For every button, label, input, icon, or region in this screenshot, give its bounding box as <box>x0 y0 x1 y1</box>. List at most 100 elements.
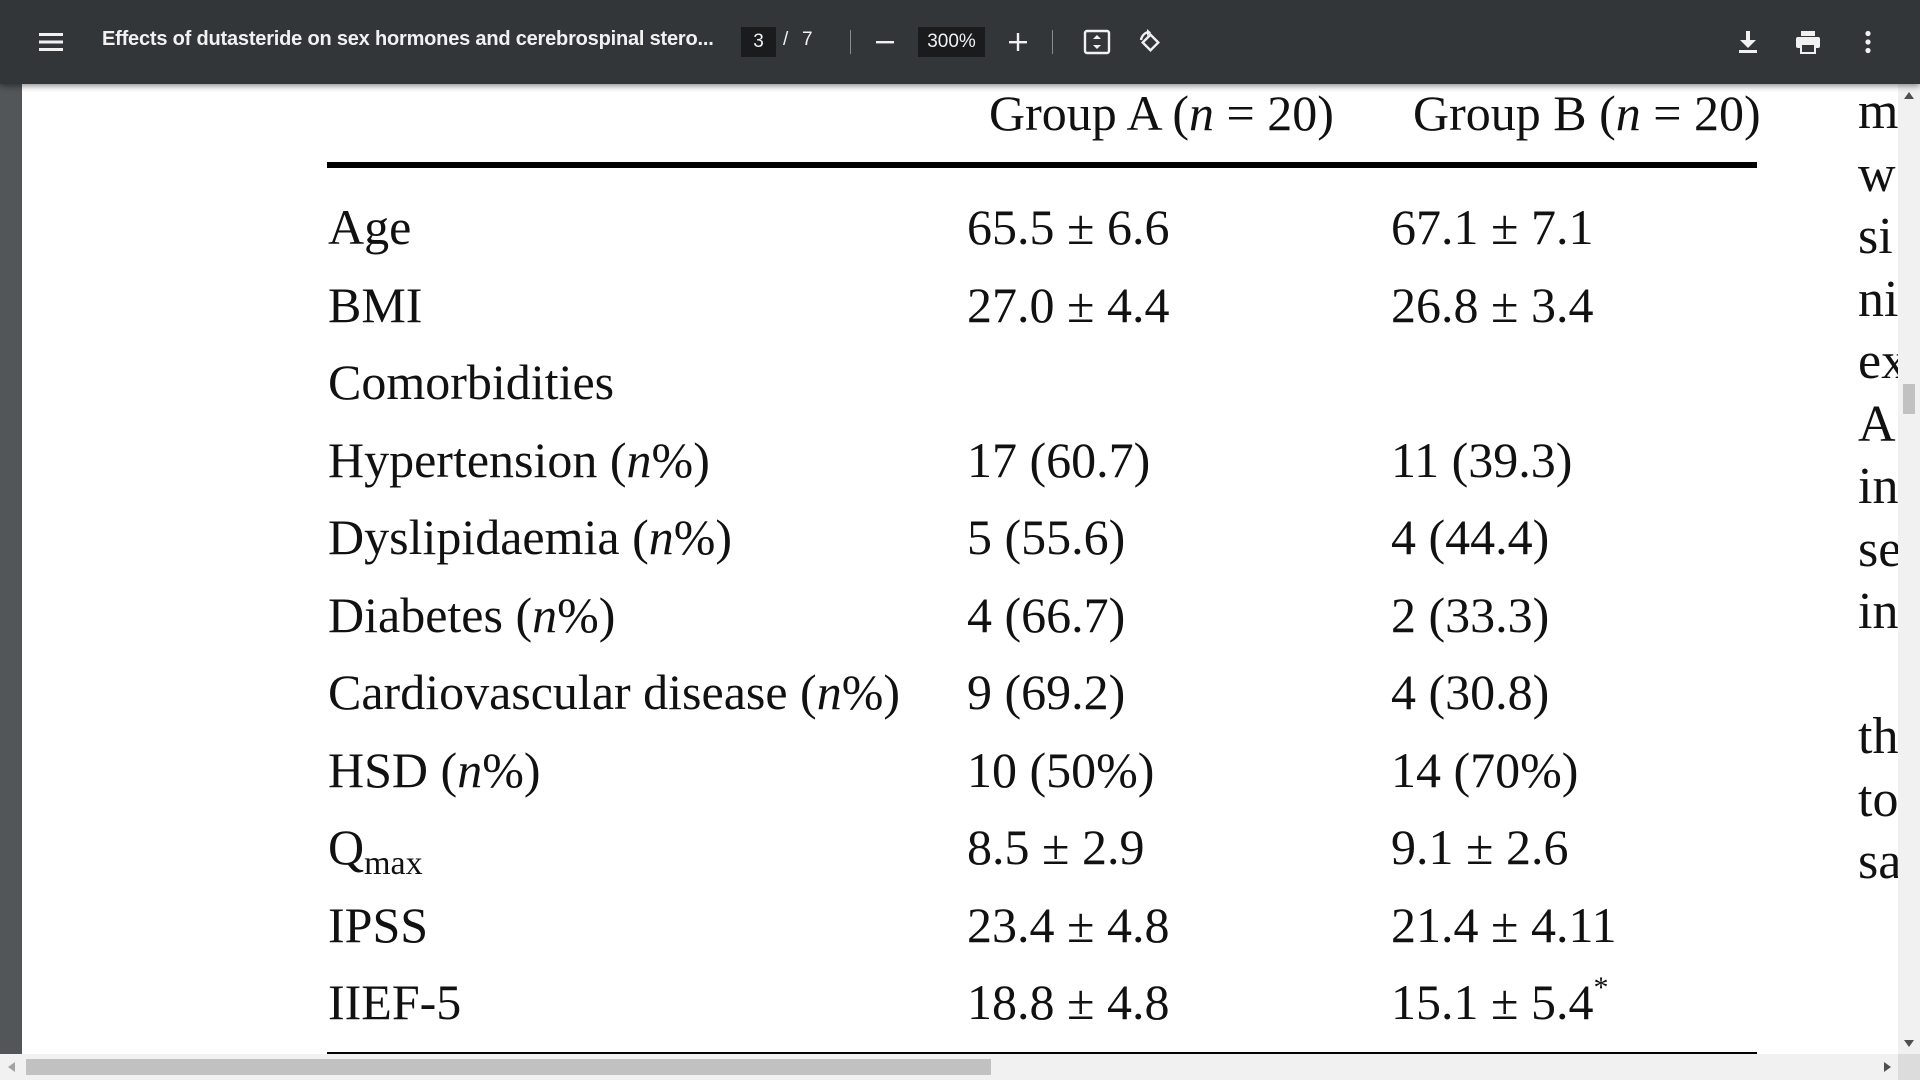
cell-group-a: 10 (50%) <box>967 742 1155 798</box>
adjacent-text-fragment: se <box>1858 521 1898 578</box>
table-top-rule <box>327 162 1757 168</box>
plus-icon <box>1008 32 1028 52</box>
adjacent-text-fragment: A <box>1858 396 1896 453</box>
row-label-unit: (n%) <box>440 742 541 798</box>
cell-group-b: 4 (44.4) <box>1391 509 1549 565</box>
row-label: IPSS <box>328 897 428 953</box>
cell-group-a: 9 (69.2) <box>967 664 1126 720</box>
row-label: Hypertension (n%) <box>328 432 710 488</box>
cell-group-b-value: 9.1 ± 2.6 <box>1391 819 1569 875</box>
cell-group-b: 9.1 ± 2.6 <box>1391 819 1568 875</box>
scrollbar-corner <box>1898 1054 1920 1080</box>
scroll-left-arrow-icon[interactable] <box>0 1054 22 1080</box>
zoom-in-button[interactable] <box>994 18 1042 66</box>
more-options-button[interactable] <box>1844 18 1892 66</box>
cell-group-a: 65.5 ± 6.6 <box>967 199 1170 255</box>
row-label-text: Comorbidities <box>328 354 615 410</box>
cell-group-b: 15.1 ± 5.4* <box>1391 971 1608 1038</box>
row-label-text: IPSS <box>328 897 429 953</box>
row-label-unit: (n%) <box>632 509 733 565</box>
toolbar-divider <box>1052 30 1053 54</box>
adjacent-text-fragment: si <box>1858 208 1893 265</box>
cell-group-b-value: 11 (39.3) <box>1391 432 1573 488</box>
menu-icon <box>39 32 63 52</box>
cell-group-b: 21.4 ± 4.11 <box>1391 897 1617 953</box>
adjacent-text-fragment: sa <box>1858 833 1898 890</box>
row-label-text: HSD <box>328 742 429 798</box>
scroll-right-arrow-icon[interactable] <box>1876 1054 1898 1080</box>
horizontal-scrollbar[interactable] <box>0 1054 1898 1080</box>
row-label: Cardiovascular disease (n%) <box>328 664 900 720</box>
group-a-name: Group A <box>989 85 1160 141</box>
row-label-text: IIEF-5 <box>328 974 462 1030</box>
row-label-text: Hypertension <box>328 432 598 488</box>
group-b-n: (n = 20) <box>1599 85 1761 141</box>
document-title: Effects of dutasteride on sex hormones a… <box>102 28 714 50</box>
row-label: Age <box>328 199 411 255</box>
cell-group-b-value: 67.1 ± 7.1 <box>1391 199 1594 255</box>
cell-group-b: 4 (30.8) <box>1391 664 1549 720</box>
row-label-text: Dyslipidaemia <box>328 509 620 565</box>
adjacent-text-fragment: in <box>1858 458 1898 515</box>
cell-group-a: 4 (66.7) <box>967 587 1126 643</box>
row-label-unit: (n%) <box>609 432 710 488</box>
scroll-up-arrow-icon[interactable] <box>1898 84 1920 106</box>
row-label-text: Age <box>328 199 412 255</box>
print-icon <box>1795 30 1821 54</box>
row-label: Comorbidities <box>328 354 614 410</box>
table-bottom-rule <box>327 1052 1757 1054</box>
row-label: BMI <box>328 277 422 333</box>
pdf-viewer[interactable]: Group A (n = 20) Group B (n = 20) Age 65.… <box>0 84 1898 1054</box>
toolbar-divider <box>850 30 851 54</box>
adjacent-text-fragment: to <box>1858 771 1898 828</box>
cell-group-b-value: 4 (44.4) <box>1391 509 1550 565</box>
group-a-n: (n = 20) <box>1172 85 1334 141</box>
adjacent-text-fragment: ni <box>1858 271 1898 328</box>
download-button[interactable] <box>1724 18 1772 66</box>
row-label-unit: (n%) <box>800 664 901 720</box>
cell-group-b-value: 14 (70%) <box>1391 742 1579 798</box>
pdf-toolbar: Effects of dutasteride on sex hormones a… <box>0 0 1920 84</box>
page-separator: / <box>783 29 789 50</box>
cell-group-a: 8.5 ± 2.9 <box>967 819 1145 875</box>
scroll-down-arrow-icon[interactable] <box>1898 1032 1920 1054</box>
zoom-out-button[interactable] <box>861 18 909 66</box>
adjacent-text-fragment: in <box>1858 583 1898 640</box>
row-label: IIEF-5 <box>328 974 461 1030</box>
row-label: HSD (n%) <box>328 742 541 798</box>
cell-group-b: 2 (33.3) <box>1391 587 1549 643</box>
adjacent-text-fragment: th <box>1858 708 1898 765</box>
page-content: Group A (n = 20) Group B (n = 20) Age 65.… <box>22 84 1898 1054</box>
menu-button[interactable] <box>27 18 75 66</box>
column-header-group-b: Group B (n = 20) <box>1413 84 1761 142</box>
cell-group-b-value: 2 (33.3) <box>1391 587 1550 643</box>
minus-icon <box>875 32 895 52</box>
cell-group-b: 11 (39.3) <box>1391 432 1572 488</box>
cell-group-a: 5 (55.6) <box>967 509 1126 565</box>
row-label-text: Q <box>328 819 365 875</box>
rotate-icon <box>1136 28 1164 56</box>
print-button[interactable] <box>1784 18 1832 66</box>
cell-group-b: 14 (70%) <box>1391 742 1578 798</box>
row-label: Qmax <box>328 819 423 882</box>
adjacent-text-fragment: w <box>1858 146 1896 203</box>
cell-group-b-value: 4 (30.8) <box>1391 664 1550 720</box>
row-label-unit: (n%) <box>515 587 616 643</box>
horizontal-scroll-thumb[interactable] <box>26 1059 991 1075</box>
fit-to-page-button[interactable] <box>1073 18 1121 66</box>
cell-group-a: 23.4 ± 4.8 <box>967 897 1170 953</box>
cell-group-b: 26.8 ± 3.4 <box>1391 277 1593 333</box>
pdf-page: Group A (n = 20) Group B (n = 20) Age 65.… <box>22 84 1898 1054</box>
vertical-scrollbar[interactable] <box>1898 84 1920 1054</box>
page-number-input[interactable]: 3 <box>741 27 776 57</box>
cell-group-a: 18.8 ± 4.8 <box>967 974 1170 1030</box>
adjacent-text-fragment: ex <box>1858 333 1898 390</box>
rotate-button[interactable] <box>1126 18 1174 66</box>
cell-group-a: 27.0 ± 4.4 <box>967 277 1170 333</box>
page-total: 7 <box>802 29 813 50</box>
row-label-subscript: max <box>364 845 423 882</box>
more-vert-icon <box>1864 30 1872 54</box>
vertical-scroll-thumb[interactable] <box>1903 384 1915 414</box>
row-label-text: BMI <box>328 277 423 333</box>
zoom-level-input[interactable]: 300% <box>918 27 985 57</box>
